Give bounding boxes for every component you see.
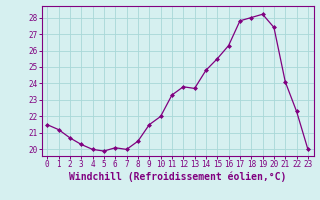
X-axis label: Windchill (Refroidissement éolien,°C): Windchill (Refroidissement éolien,°C): [69, 172, 286, 182]
